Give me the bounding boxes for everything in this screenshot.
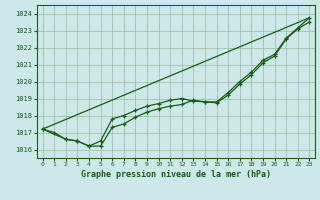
- X-axis label: Graphe pression niveau de la mer (hPa): Graphe pression niveau de la mer (hPa): [81, 170, 271, 179]
